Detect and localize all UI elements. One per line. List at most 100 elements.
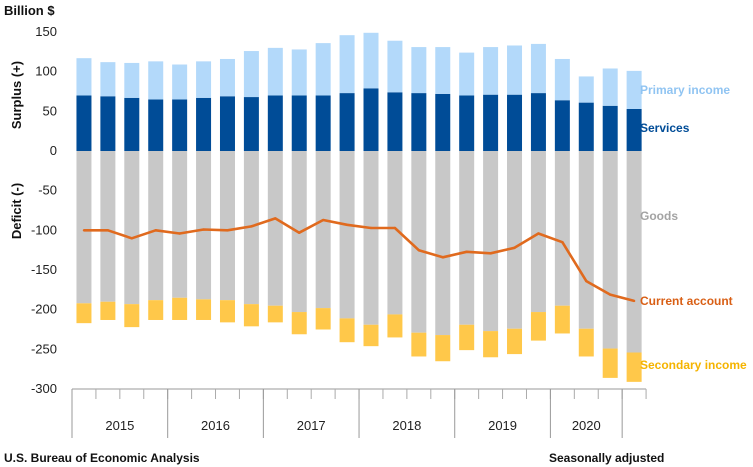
secondary-income-bar (602, 348, 618, 378)
goods-bar (459, 151, 475, 325)
secondary-income-bar (530, 312, 546, 341)
services-bar (507, 94, 523, 151)
secondary-income-bar (172, 297, 188, 320)
current-account-point (513, 246, 516, 249)
secondary-income-bar (483, 331, 499, 358)
current-account-point (393, 226, 397, 230)
goods-bar (315, 151, 331, 309)
services-bar (459, 95, 475, 151)
secondary-income-bar (124, 304, 140, 328)
y-tick-label: -100 (31, 222, 57, 237)
services-bar (148, 99, 164, 151)
current-account-point (632, 299, 636, 303)
secondary-income-bar (507, 328, 523, 355)
services-bar (602, 105, 618, 151)
goods-bar (100, 151, 116, 302)
goods-bar (267, 151, 283, 306)
secondary-income-bar (243, 304, 259, 327)
x-year-label: 2019 (488, 418, 517, 433)
y-unit-label: Billion $ (4, 3, 55, 18)
goods-bar (363, 151, 379, 325)
primary-income-bar (363, 32, 379, 89)
y-tick-label: 150 (35, 24, 57, 39)
services-bar (124, 97, 140, 151)
primary-income-bar (100, 62, 116, 97)
goods-bar (172, 151, 188, 298)
services-bar (435, 93, 451, 151)
current-account-point (561, 241, 564, 244)
current-account-point (537, 232, 540, 235)
primary-income-bar (315, 43, 331, 96)
secondary-income-bar (578, 328, 594, 357)
goods-bar (411, 151, 427, 333)
primary-income-bar (148, 61, 164, 100)
current-account-point (226, 229, 229, 232)
secondary-income-bar (626, 352, 642, 382)
primary-income-bar (626, 70, 642, 109)
y-label-surplus: Surplus (+) (9, 61, 24, 129)
primary-income-bar (219, 58, 235, 97)
primary-income-bar (459, 52, 475, 96)
secondary-income-bar (100, 301, 116, 320)
services-bar (267, 95, 283, 151)
current-account-point (489, 252, 492, 255)
primary-income-bar (411, 47, 427, 94)
secondary-income-bar (554, 305, 570, 334)
primary-income-bar (578, 76, 594, 103)
current-account-point (345, 223, 349, 226)
primary-income-bar (124, 62, 140, 98)
primary-income-bar (435, 47, 451, 94)
goods-bar (387, 151, 403, 315)
y-tick-label: -250 (31, 341, 57, 356)
services-bar (100, 96, 116, 151)
current-account-point (202, 228, 205, 231)
secondary-income-bar (363, 324, 379, 347)
secondary-income-bar (315, 308, 331, 330)
secondary-income-bar (387, 314, 403, 338)
y-tick-label: -150 (31, 262, 57, 277)
goods-bar (602, 151, 618, 349)
secondary-income-bar (76, 303, 92, 324)
primary-income-bar (172, 64, 188, 100)
current-account-point (609, 293, 612, 296)
current-account-point (178, 232, 181, 235)
services-bar (243, 97, 259, 151)
legend-label-goods: Goods (640, 209, 678, 223)
services-bar (172, 99, 188, 151)
goods-bar (626, 151, 642, 353)
primary-income-bar (483, 47, 499, 95)
x-year-label: 2018 (392, 418, 421, 433)
services-bar (483, 94, 499, 151)
y-tick-label: -300 (31, 381, 57, 396)
y-tick-label: -50 (38, 183, 57, 198)
goods-bar (578, 151, 594, 329)
y-tick-label: -200 (31, 302, 57, 317)
goods-bar (219, 151, 235, 301)
y-label-deficit: Deficit (-) (9, 183, 24, 239)
primary-income-bar (243, 51, 259, 98)
legend-label-primary-income: Primary income (640, 83, 730, 97)
current-account-point (369, 226, 373, 230)
x-year-label: 2015 (105, 418, 134, 433)
goods-bar (148, 151, 164, 301)
primary-income-bar (339, 35, 355, 94)
primary-income-bar (387, 40, 403, 93)
legend-label-current-account: Current account (640, 294, 733, 308)
current-account-point (585, 279, 588, 283)
x-year-label: 2020 (572, 418, 601, 433)
y-tick-label: 0 (50, 143, 57, 158)
current-account-point (106, 229, 110, 232)
primary-income-bar (507, 45, 523, 95)
services-bar (411, 93, 427, 151)
x-year-label: 2016 (201, 418, 230, 433)
goods-bar (483, 151, 499, 332)
secondary-income-bar (435, 335, 451, 362)
current-account-point (250, 225, 253, 228)
secondary-income-bar (459, 324, 475, 351)
primary-income-bar (267, 47, 283, 96)
current-account-point (154, 229, 157, 232)
services-bar (219, 96, 235, 151)
current-account-point (441, 256, 444, 259)
goods-bar (339, 151, 355, 319)
legend-label-secondary-income: Secondary income (640, 358, 747, 372)
